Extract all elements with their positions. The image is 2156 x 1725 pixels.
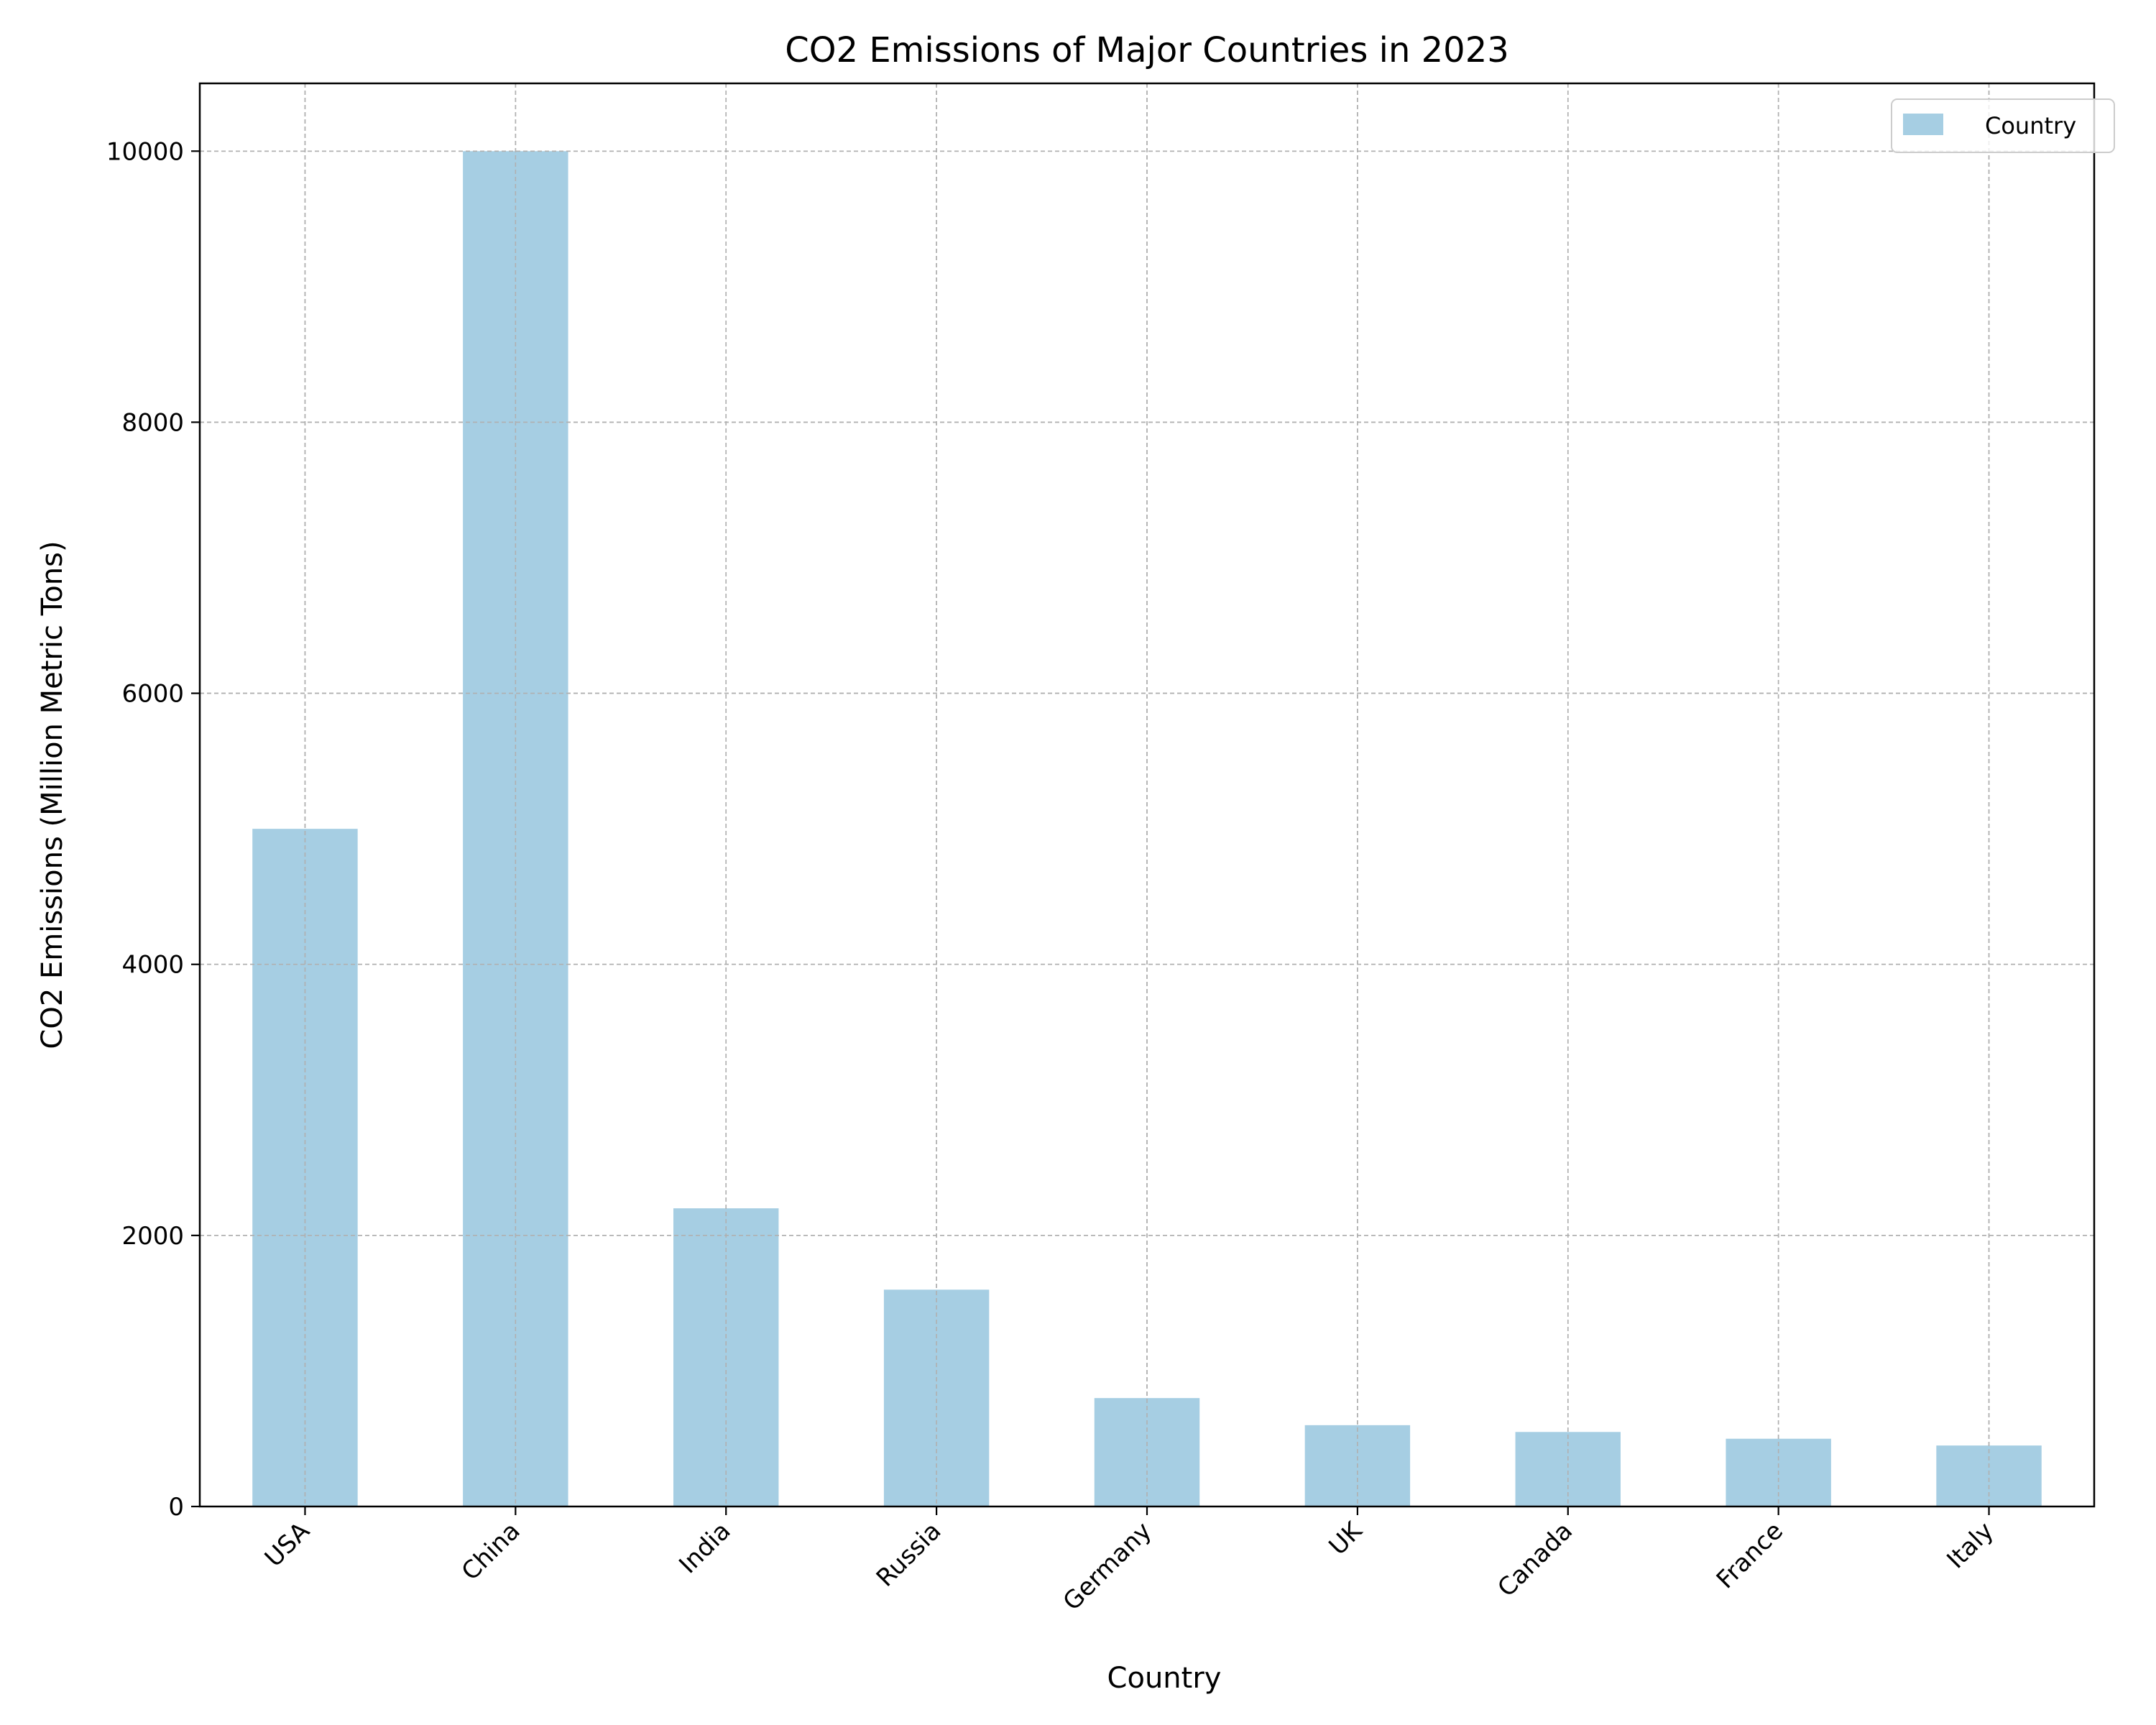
y-tick-label: 8000 <box>121 408 184 437</box>
legend-box <box>1891 98 2115 153</box>
x-axis-label: Country <box>1107 1662 1222 1695</box>
y-tick-label: 10000 <box>106 137 184 166</box>
y-tick-label: 4000 <box>121 951 184 980</box>
chart-title: CO2 Emissions of Major Countries in 2023 <box>785 30 1509 70</box>
bar-usa <box>252 829 358 1506</box>
legend-swatch <box>1903 114 1943 135</box>
bar-italy <box>1936 1445 2042 1506</box>
y-tick-label: 6000 <box>121 680 184 709</box>
legend: Country <box>1891 98 2115 153</box>
y-axis-label: CO2 Emissions (Million Metric Tons) <box>36 540 69 1049</box>
bar-china <box>463 151 568 1506</box>
legend-label: Country <box>1985 112 2076 139</box>
y-tick-label: 2000 <box>121 1222 184 1251</box>
y-axis: 0 2000 4000 6000 8000 10000 <box>106 137 200 1522</box>
bar-russia <box>883 1289 990 1506</box>
y-tick-label: 0 <box>168 1493 184 1522</box>
bars <box>200 83 2094 1507</box>
